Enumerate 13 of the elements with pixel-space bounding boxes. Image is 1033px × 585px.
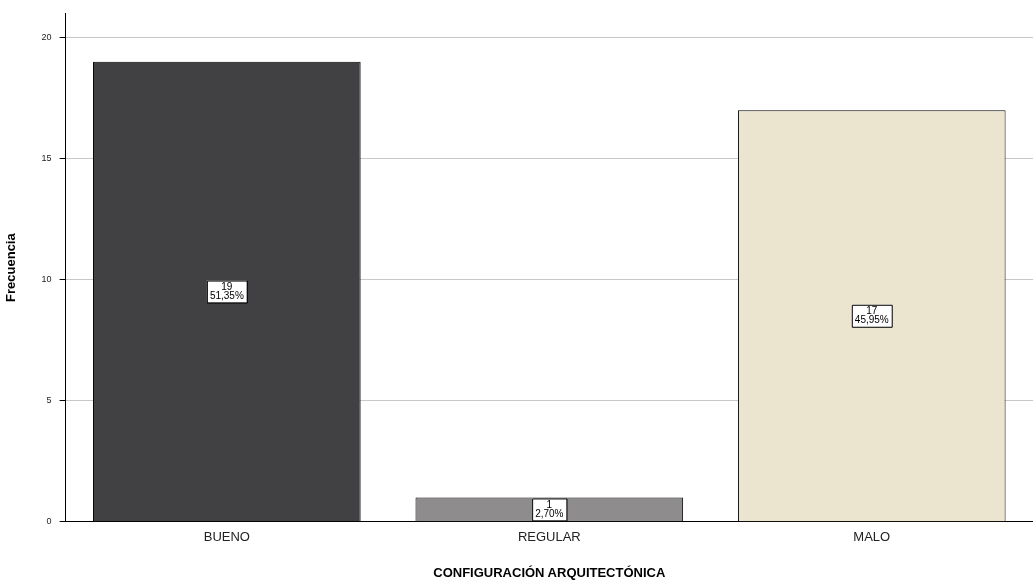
- y-tick-label: 15: [41, 153, 52, 164]
- data-label: 1 2,70%: [535, 498, 564, 519]
- y-tick-label: 10: [41, 274, 52, 285]
- x-axis-title: CONFIGURACIÓN ARQUITECTÓNICA: [433, 564, 666, 580]
- x-tick-label: MALO: [853, 529, 891, 545]
- x-tick-label: REGULAR: [517, 529, 581, 545]
- y-tick-label: 0: [46, 516, 52, 527]
- data-label: 17 45,95%: [854, 305, 889, 326]
- y-axis-title: Frecuencia: [3, 232, 19, 302]
- y-tick-label: 20: [41, 32, 52, 43]
- data-label: 19 51,35%: [209, 280, 244, 301]
- x-tick-label: BUENO: [203, 529, 250, 545]
- y-tick-label: 5: [46, 395, 52, 406]
